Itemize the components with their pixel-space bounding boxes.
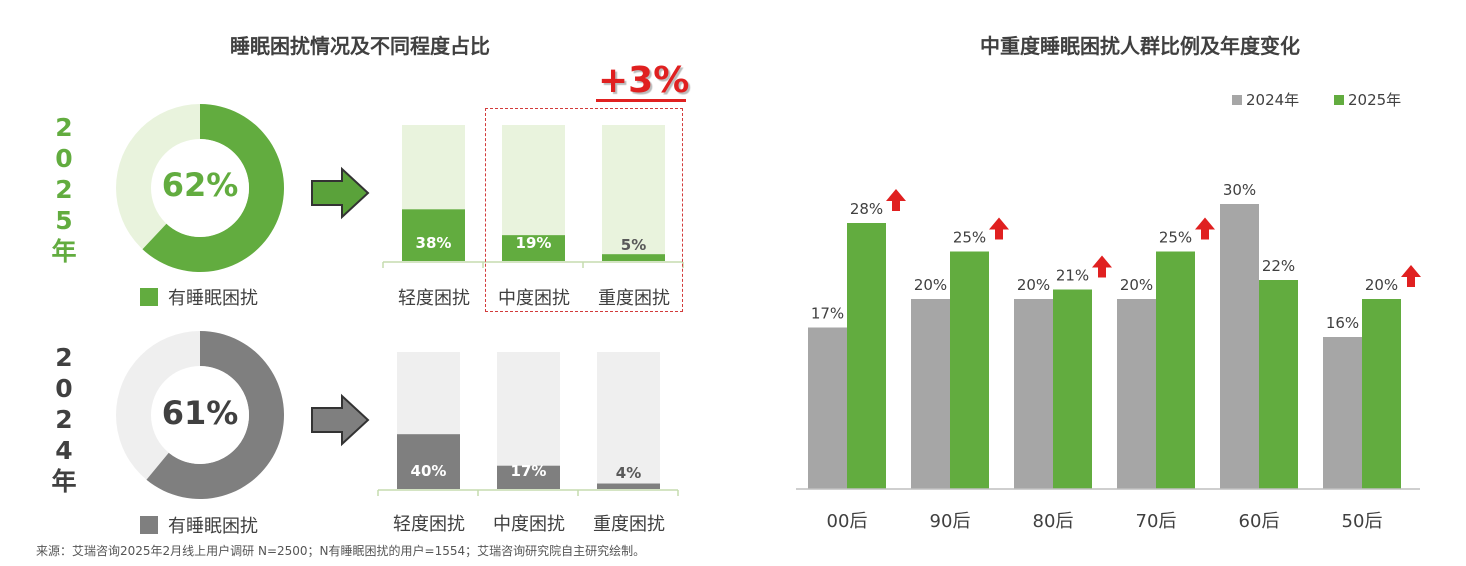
bar-2024 [1117, 299, 1156, 489]
year-char: 年 [51, 237, 77, 266]
bar-value-label: 21% [1056, 267, 1089, 285]
severity-bar-background [602, 125, 665, 261]
year-char: 2 [55, 175, 73, 204]
severity-value-label: 19% [516, 234, 552, 252]
year-char: 2 [55, 113, 73, 142]
bar-value-label: 16% [1326, 314, 1359, 332]
bar-2025 [847, 223, 886, 489]
bar-value-label: 20% [1365, 276, 1398, 294]
legend-2025: 有睡眠困扰 [140, 284, 258, 310]
year-char: 2 [55, 405, 73, 434]
severity-value-label: 40% [411, 462, 447, 480]
legend-2024: 有睡眠困扰 [140, 512, 258, 538]
severity-bar-fill [497, 465, 560, 489]
bar-value-label: 17% [811, 305, 844, 323]
year-char: 2 [55, 343, 73, 372]
up-arrow-icon [1092, 255, 1112, 278]
year-char: 4 [55, 436, 73, 465]
bar-value-label: 25% [953, 229, 986, 247]
year-char: 5 [55, 206, 73, 235]
year-char: 0 [55, 374, 73, 403]
left-panel-title: 睡眠困扰情况及不同程度占比 [230, 34, 490, 58]
severity-label: 轻度困扰 [393, 514, 465, 535]
category-label: 60后 [1239, 511, 1280, 532]
legend-swatch [140, 288, 158, 306]
legend-label: 2025年 [1348, 91, 1402, 109]
right-arrow-icon [311, 166, 370, 220]
severity-bar-background [597, 352, 660, 489]
category-label: 80后 [1033, 511, 1074, 532]
year-2024-label: 2 0 2 4 年 [44, 342, 84, 497]
bar-2025 [1259, 280, 1298, 489]
category-label: 90后 [930, 511, 971, 532]
severity-label: 重度困扰 [598, 288, 670, 309]
bar-2024 [1014, 299, 1053, 489]
severity-bar-fill [602, 254, 665, 261]
bar-value-label: 30% [1223, 181, 1256, 199]
donut-hole [151, 139, 249, 237]
severity-value-label: 38% [416, 234, 452, 252]
legend-label: 2024年 [1246, 91, 1300, 109]
severity-bar-fill [397, 434, 460, 489]
severity-bar-fill [502, 235, 565, 261]
legend-swatch [1232, 94, 1242, 105]
donut-2025-percent: 62% [161, 166, 239, 204]
chart-legend-2025: 2025年 [1334, 89, 1401, 110]
severity-label: 中度困扰 [498, 288, 570, 309]
severity-value-label: 4% [616, 464, 641, 482]
year-2025-label: 2 0 2 5 年 [44, 112, 84, 267]
severity-label: 中度困扰 [493, 514, 565, 535]
bar-value-label: 22% [1262, 257, 1295, 275]
donut-2024-percent: 61% [161, 394, 239, 432]
bar-2024 [1220, 204, 1259, 489]
donut-hole [151, 366, 249, 464]
bar-value-label: 25% [1159, 229, 1192, 247]
right-arrow-icon [311, 393, 370, 447]
up-arrow-icon [886, 189, 906, 211]
legend-label: 有睡眠困扰 [168, 516, 258, 537]
severity-bar-fill [402, 209, 465, 261]
category-label: 50后 [1342, 511, 1383, 532]
year-char: 年 [51, 467, 77, 496]
bar-2024 [1323, 337, 1362, 489]
increase-underline [596, 99, 686, 102]
up-arrow-icon [1195, 217, 1215, 240]
legend-swatch [1334, 94, 1344, 105]
source-note: 来源：艾瑞咨询2025年2月线上用户调研 N=2500；N有睡眠困扰的用户=15… [36, 544, 646, 558]
severity-value-label: 17% [511, 462, 547, 480]
bar-value-label: 20% [1017, 276, 1050, 294]
legend-label: 有睡眠困扰 [168, 288, 258, 309]
severity-label: 重度困扰 [593, 514, 665, 535]
grouped-bar-chart: 17% 28% 00后 20% 25% 90后 20% 21% 80后 20% 25% 70后 30% 2… [796, 181, 1421, 532]
chart-legend-2024: 2024年 [1232, 89, 1299, 110]
up-arrow-icon [989, 217, 1009, 240]
chart-title: 中重度睡眠困扰人群比例及年度变化 [980, 34, 1300, 58]
moderate-severe-highlight-box [485, 108, 683, 312]
donut-slice [146, 331, 284, 499]
severity-bar-fill [597, 483, 660, 489]
year-char: 0 [55, 144, 73, 173]
legend-swatch [140, 516, 158, 534]
bar-2024 [808, 327, 847, 489]
bar-value-label: 20% [914, 276, 947, 294]
severity-value-label: 5% [621, 236, 646, 254]
up-arrow-icon [1401, 265, 1421, 287]
bar-2025 [1053, 289, 1092, 489]
bar-2025 [1362, 299, 1401, 489]
bar-2024 [911, 299, 950, 489]
category-label: 70后 [1136, 511, 1177, 532]
bar-2025 [1156, 251, 1195, 489]
bar-2025 [950, 251, 989, 489]
increase-label: +3% [598, 60, 690, 101]
left-panel-graphics: 38% 19% 5% 40% 17% 4% [116, 104, 684, 499]
severity-label: 轻度困扰 [398, 288, 470, 309]
bar-value-label: 20% [1120, 276, 1153, 294]
category-label: 00后 [827, 511, 868, 532]
donut-slice [142, 104, 284, 272]
bar-value-label: 28% [850, 200, 883, 218]
